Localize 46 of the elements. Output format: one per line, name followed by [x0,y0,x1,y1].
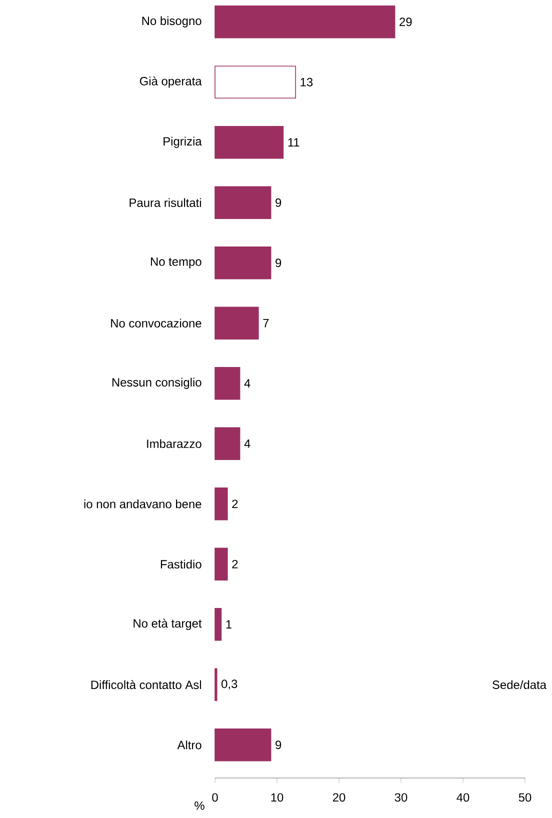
y-tick-label: Difficoltà contatto Asl [91,680,202,690]
annotation: Sede/data [492,680,546,690]
y-tick-label: No convocazione [111,318,202,328]
data-label: 4 [244,440,250,448]
bar [214,66,296,99]
bar [214,487,228,520]
y-tick-label: Nessun consiglio [112,378,202,389]
bar [214,608,222,641]
y-tick-label: No età target [134,618,202,630]
data-label: 9 [276,198,282,207]
bar [214,366,240,400]
y-tick-label: No bisogno [142,16,202,28]
y-tick-label: Imbarazzo [147,439,202,448]
x-tick-label: 30 [394,793,408,802]
bar [214,728,272,762]
bar [214,548,228,581]
x-tick-label: 50 [518,793,532,802]
bar [214,186,272,220]
data-label: 11 [288,138,300,146]
data-label: 7 [263,319,269,328]
y-tick-label: Altro [177,740,202,750]
bar [214,5,396,38]
x-axis-title: % [194,801,204,810]
bar [214,427,240,460]
data-label: 9 [276,258,282,268]
bar [214,306,259,340]
x-tick-label: 0 [212,793,218,802]
data-label: 1 [226,620,232,628]
bar [214,246,272,280]
data-label: 2 [232,500,238,508]
x-tick-label: 40 [456,793,470,802]
data-label: 9 [276,740,282,750]
y-tick-label: Già operata [140,76,202,88]
bar [214,126,284,159]
y-tick-label: io non andavano bene [84,499,202,508]
x-tick-label: 20 [332,793,346,802]
y-tick-label: Paura risultati [130,198,201,207]
y-tick-label: Pigrizia [164,136,202,148]
x-tick-label: 10 [271,793,284,802]
data-label: 13 [300,78,313,86]
y-tick-label: No tempo [150,258,202,268]
y-tick-label: Fastidio [160,560,202,568]
data-label: 29 [400,18,412,26]
data-label: 0,3 [222,680,238,690]
data-label: 2 [232,560,238,568]
data-label: 4 [244,379,250,388]
